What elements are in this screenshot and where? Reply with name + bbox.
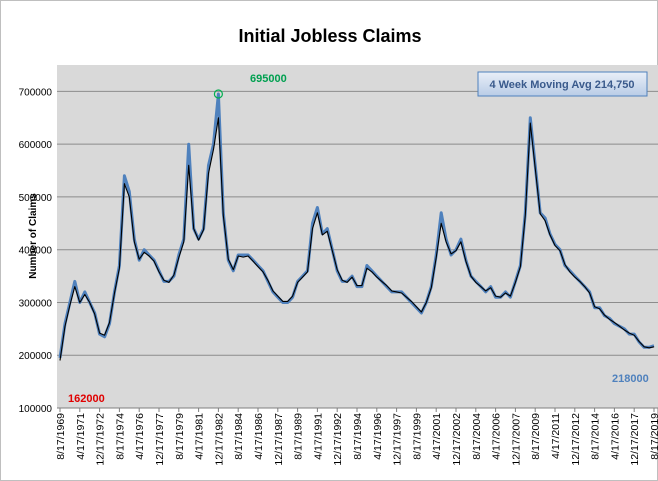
- y-tick-label: 400000: [19, 246, 53, 257]
- max-label: 695000: [250, 73, 287, 85]
- x-tick-label: 12/17/1992: [332, 413, 344, 466]
- x-tick-label: 8/17/2009: [530, 413, 542, 460]
- x-tick-label: 12/17/2012: [570, 413, 582, 466]
- x-tick-label: 12/17/2017: [629, 413, 641, 466]
- x-tick-label: 12/17/1997: [392, 413, 404, 466]
- x-tick-label: 8/17/2019: [649, 413, 658, 460]
- info-box-text: 4 Week Moving Avg 214,750: [489, 79, 634, 91]
- x-tick-label: 8/17/1999: [411, 413, 423, 460]
- y-axis-label: Number of Claims: [28, 193, 39, 279]
- x-tick-label: 4/17/1976: [134, 413, 146, 460]
- x-tick-label: 12/17/2007: [510, 413, 522, 466]
- last-label: 218000: [612, 373, 649, 385]
- x-tick-label: 8/17/2004: [471, 413, 483, 460]
- x-tick-label: 12/17/1972: [95, 413, 107, 466]
- x-tick-label: 12/17/2002: [451, 413, 463, 466]
- y-tick-label: 200000: [19, 351, 53, 362]
- x-tick-label: 12/17/1977: [154, 413, 166, 466]
- x-tick-label: 8/17/2014: [590, 413, 602, 460]
- x-tick-label: 4/17/1996: [372, 413, 384, 460]
- x-tick-label: 8/17/1984: [233, 413, 245, 460]
- x-tick-label: 4/17/2016: [609, 413, 621, 460]
- x-tick-label: 4/17/1991: [312, 413, 324, 460]
- y-tick-label: 600000: [19, 140, 53, 151]
- y-tick-label: 500000: [19, 193, 53, 204]
- x-tick-label: 8/17/1994: [352, 413, 364, 460]
- x-tick-label: 4/17/1971: [75, 413, 87, 460]
- x-tick-label: 4/17/2001: [431, 413, 443, 460]
- y-tick-label: 300000: [19, 298, 53, 309]
- series-line: [59, 117, 655, 361]
- chart-title: Initial Jobless Claims: [238, 26, 421, 46]
- plot-area: [57, 65, 658, 408]
- x-tick-label: 4/17/1981: [194, 413, 206, 460]
- x-tick-label: 4/17/2006: [491, 413, 503, 460]
- x-tick-label: 8/17/1989: [293, 413, 305, 460]
- x-tick-label: 4/17/1986: [253, 413, 265, 460]
- x-tick-label: 4/17/2011: [550, 413, 562, 459]
- y-tick-label: 100000: [19, 404, 53, 415]
- info-box: [477, 71, 648, 97]
- x-tick-label: 8/17/1979: [174, 413, 186, 460]
- x-tick-label: 8/17/1974: [114, 413, 126, 460]
- y-tick-label: 700000: [19, 87, 53, 98]
- x-tick-label: 8/17/1969: [55, 413, 67, 460]
- x-tick-label: 12/17/1987: [273, 413, 285, 466]
- min-label: 162000: [68, 393, 105, 405]
- peak-marker: [213, 89, 223, 99]
- x-tick-label: 12/17/1982: [213, 413, 225, 466]
